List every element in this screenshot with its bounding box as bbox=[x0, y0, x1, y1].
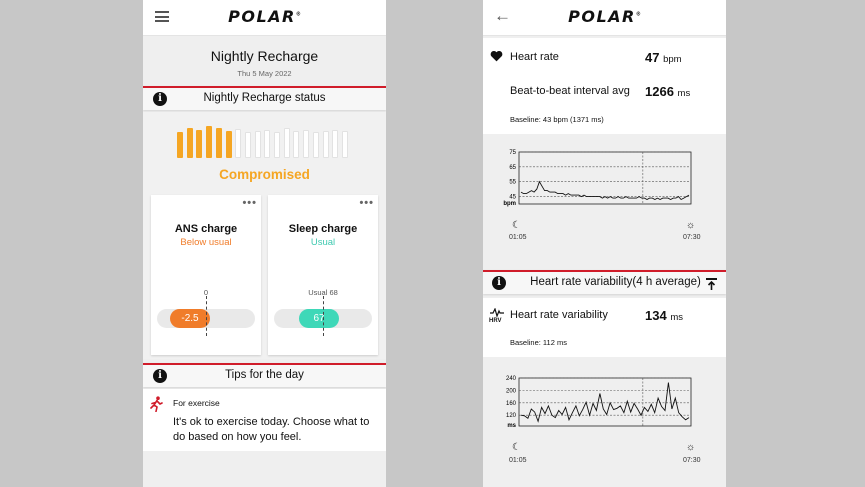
polar-logo: POLAR® bbox=[228, 7, 301, 26]
moon-icon: ☾ bbox=[512, 442, 521, 453]
y-tick-label: 240 bbox=[506, 376, 517, 382]
y-axis-unit: ms bbox=[507, 423, 516, 429]
sleep-charge-status: Usual bbox=[310, 237, 336, 248]
ans-charge-value: -2.5 bbox=[170, 309, 210, 328]
status-bar bbox=[303, 130, 310, 158]
more-options-icon[interactable]: ••• bbox=[359, 197, 374, 209]
sun-icon: ☼ bbox=[686, 220, 696, 231]
heart-rate-card: Heart rate 47 bpm Beat-to-beat interval … bbox=[483, 38, 726, 134]
heart-rate-label: Heart rate bbox=[510, 51, 559, 63]
hr-chart-start-time: 01:05 bbox=[509, 234, 527, 241]
sleep-charge-title: Sleep charge bbox=[288, 223, 358, 235]
tip-category: For exercise bbox=[173, 398, 220, 408]
hrv-value: 134 ms bbox=[645, 308, 683, 323]
btb-interval-label: Beat-to-beat interval avg bbox=[510, 85, 630, 97]
y-tick-label: 120 bbox=[506, 413, 517, 419]
nightly-recharge-screen: POLAR® Nightly Recharge Thu 5 May 2022 i… bbox=[143, 0, 386, 487]
tips-header-title: Tips for the day bbox=[225, 369, 304, 381]
data-series-line bbox=[520, 180, 690, 201]
hrv-label: Heart rate variability bbox=[510, 309, 608, 321]
heart-icon bbox=[490, 50, 503, 62]
hrv-chart: 240 200 160 120 ms bbox=[506, 376, 692, 429]
hrv-chart-end-time: 07:30 bbox=[683, 457, 701, 464]
ans-charge-reference: 0 bbox=[203, 288, 209, 297]
more-options-icon[interactable]: ••• bbox=[242, 197, 257, 209]
status-bar bbox=[322, 131, 329, 158]
data-series-line bbox=[520, 382, 690, 423]
hrv-header-title: Heart rate variability(4 h average) bbox=[530, 276, 701, 288]
status-bar bbox=[274, 132, 280, 158]
status-bar bbox=[283, 128, 290, 158]
running-icon bbox=[150, 396, 163, 412]
hr-chart-end-time: 07:30 bbox=[683, 234, 701, 241]
status-bar bbox=[341, 131, 348, 158]
hrv-icon-label: HRV bbox=[489, 318, 502, 324]
y-tick-label: 200 bbox=[506, 388, 517, 394]
ans-charge-title: ANS charge bbox=[174, 223, 238, 235]
hrv-card: HRV Heart rate variability 134 ms Baseli… bbox=[483, 298, 726, 357]
y-tick-label: 65 bbox=[509, 165, 516, 171]
sleep-charge-value: 67 bbox=[299, 309, 339, 328]
page-title: Nightly Recharge bbox=[210, 48, 319, 64]
status-bar bbox=[225, 131, 232, 158]
status-bar bbox=[206, 126, 213, 158]
status-bar bbox=[264, 130, 271, 158]
back-arrow-icon[interactable]: ← bbox=[494, 6, 511, 25]
info-icon[interactable]: i bbox=[153, 369, 167, 383]
app-bar: ← POLAR® bbox=[483, 0, 726, 36]
tip-text: It's ok to exercise today. Choose what t… bbox=[173, 416, 370, 443]
sun-icon: ☼ bbox=[686, 442, 696, 453]
btb-interval-value: 1266 ms bbox=[645, 84, 691, 99]
baseline-hr-note: Baseline: 43 bpm (1371 ms) bbox=[510, 115, 604, 124]
status-bar bbox=[312, 132, 319, 158]
status-header-title: Nightly Recharge status bbox=[203, 92, 326, 104]
info-icon[interactable]: i bbox=[153, 92, 167, 106]
y-axis-unit: bpm bbox=[503, 201, 516, 207]
status-bar bbox=[254, 131, 261, 158]
tip-card: For exercise It's ok to exercise today. … bbox=[143, 389, 386, 451]
status-bar bbox=[186, 128, 193, 158]
status-bar bbox=[293, 131, 300, 158]
status-word: Compromised bbox=[219, 167, 310, 182]
pin-icon[interactable] bbox=[705, 277, 718, 291]
ans-charge-card[interactable]: ••• ANS charge Below usual 0 -2.5 bbox=[151, 195, 261, 355]
heart-rate-value: 47 bpm bbox=[645, 50, 682, 65]
tips-section-header[interactable]: i Tips for the day bbox=[143, 363, 386, 387]
hrv-icon bbox=[490, 308, 504, 317]
hrv-section-header[interactable]: i Heart rate variability(4 h average) bbox=[483, 270, 726, 294]
page-date: Thu 5 May 2022 bbox=[237, 69, 292, 78]
hrv-chart-start-time: 01:05 bbox=[509, 457, 527, 464]
status-bar bbox=[235, 129, 242, 158]
y-tick-label: 55 bbox=[509, 180, 516, 186]
status-bar bbox=[244, 132, 251, 158]
y-tick-label: 75 bbox=[509, 150, 516, 156]
sleep-charge-card[interactable]: ••• Sleep charge Usual Usual 68 67 bbox=[268, 195, 378, 355]
polar-logo: POLAR® bbox=[568, 7, 641, 26]
y-tick-label: 45 bbox=[509, 195, 516, 201]
menu-icon[interactable] bbox=[155, 11, 169, 22]
y-tick-label: 160 bbox=[506, 401, 517, 407]
baseline-hrv-note: Baseline: 112 ms bbox=[510, 338, 567, 347]
status-bar bbox=[215, 128, 222, 158]
ans-charge-status: Below usual bbox=[180, 237, 232, 248]
sleep-charge-reference: Usual 68 bbox=[308, 288, 338, 297]
status-section-header[interactable]: i Nightly Recharge status bbox=[143, 86, 386, 110]
moon-icon: ☾ bbox=[512, 220, 521, 231]
status-bar bbox=[196, 130, 203, 158]
info-icon[interactable]: i bbox=[492, 276, 506, 290]
status-bar bbox=[177, 132, 183, 158]
sleep-reference-line bbox=[323, 296, 324, 336]
plot-frame bbox=[518, 377, 692, 427]
recharge-details-screen: ← POLAR® Heart rate 47 bpm Beat-to-beat … bbox=[483, 0, 726, 487]
status-bar bbox=[332, 130, 339, 158]
ans-reference-line bbox=[206, 296, 207, 336]
app-bar: POLAR® bbox=[143, 0, 386, 36]
